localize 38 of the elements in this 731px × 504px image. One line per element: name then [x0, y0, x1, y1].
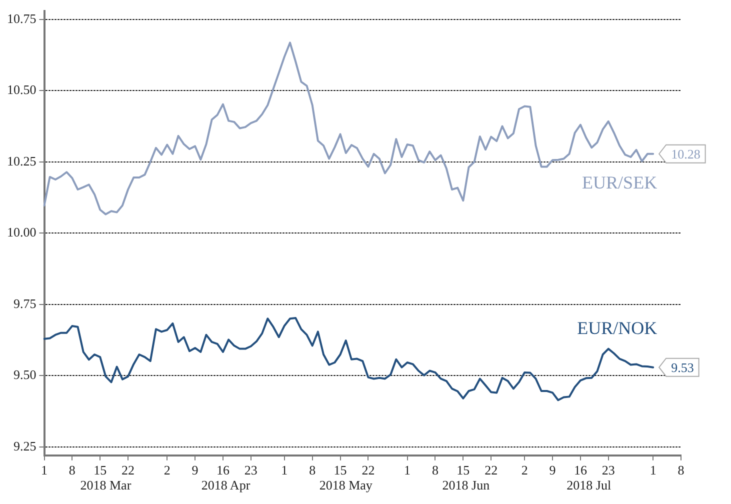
data-label: 10.28	[671, 146, 700, 162]
series-label: EUR/SEK	[582, 172, 658, 193]
text: 2018 Jun	[442, 477, 490, 492]
x-tick-label: 1	[404, 462, 411, 478]
series-label: EUR/NOK	[577, 318, 658, 338]
x-tick-label: 23	[602, 462, 615, 478]
data-label: 9.53	[671, 360, 694, 375]
y-tick-label: 9.50	[14, 367, 36, 382]
x-tick-label: 1	[650, 462, 656, 478]
y-tick-label: 10.00	[7, 224, 36, 240]
x-tick-label: 22	[362, 462, 375, 478]
x-tick-label: 2	[521, 462, 528, 478]
x-tick-label: 8	[309, 462, 316, 478]
x-tick-label: 8	[678, 462, 684, 478]
x-tick-label: 2	[164, 462, 170, 478]
x-tick-label: 9	[192, 462, 198, 478]
x-tick-label: 16	[216, 462, 230, 478]
x-tick-label: 9	[549, 462, 556, 478]
x-tick-label: 23	[244, 462, 258, 478]
x-tick-label: 1	[41, 462, 48, 478]
x-tick-label: 22	[122, 462, 135, 478]
text: 2018 Mar	[80, 477, 132, 492]
y-tick-label: 10.50	[7, 82, 36, 98]
x-tick-label: 16	[574, 462, 588, 478]
x-tick-label: 15	[334, 462, 347, 478]
x-tick-label: 15	[94, 462, 107, 478]
y-tick-label: 9.25	[14, 438, 36, 454]
x-tick-label: 8	[432, 462, 438, 478]
y-tick-label: 9.75	[14, 296, 36, 311]
x-tick-label: 15	[456, 462, 470, 478]
x-tick-label: 22	[484, 462, 498, 478]
text: 2018 Apr	[201, 477, 251, 492]
text: 2018 Jul	[566, 477, 612, 492]
y-tick-label: 10.25	[7, 153, 36, 168]
x-tick-label: 8	[68, 462, 76, 478]
x-tick-label: 1	[281, 462, 288, 478]
y-tick-label: 10.75	[7, 10, 36, 26]
text: 2018 May	[319, 477, 373, 492]
